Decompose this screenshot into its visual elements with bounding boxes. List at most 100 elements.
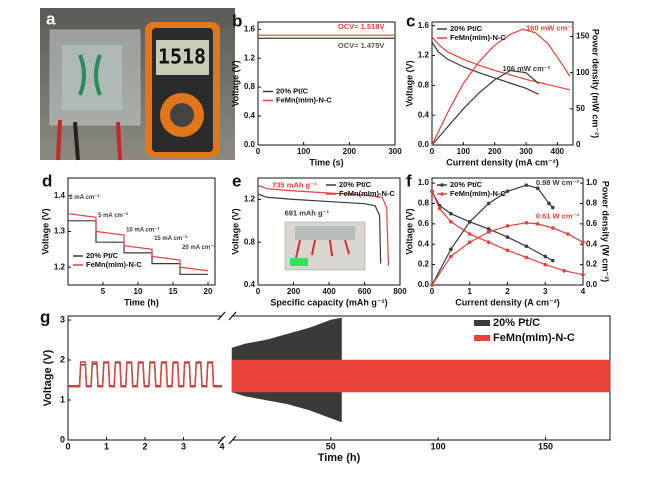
y-tick-label: 1.6 bbox=[244, 24, 256, 33]
annotation: 106 mW cm⁻² bbox=[503, 64, 551, 73]
point bbox=[486, 201, 491, 206]
legend-label: 20% Pt/C bbox=[276, 86, 309, 95]
x-tick-label: 800 bbox=[393, 287, 407, 296]
y-tick-label: 0.0 bbox=[244, 140, 256, 149]
legend-label: 20% Pt/C bbox=[86, 251, 119, 260]
point bbox=[535, 186, 540, 190]
annotation: 20 mA cm⁻² bbox=[182, 244, 215, 251]
x-axis-label: Specific capacity (mAh g⁻¹) bbox=[270, 297, 387, 307]
y-axis-label: Voltage (V) bbox=[230, 60, 240, 106]
y-tick-label: 3 bbox=[60, 314, 65, 324]
panel-label: c bbox=[406, 11, 415, 30]
series-line bbox=[431, 222, 584, 286]
point bbox=[562, 268, 566, 273]
point bbox=[551, 258, 555, 263]
y-tick-label: 1.2 bbox=[244, 195, 256, 204]
chart: 0 1 2 3 0 1 2 3 4 50 100 150 g Time (h) Voltage (V) 20%… bbox=[40, 307, 611, 464]
point bbox=[524, 255, 529, 260]
y-tick-label: 0.0 bbox=[418, 280, 430, 289]
point bbox=[547, 201, 551, 206]
break-gap bbox=[221, 313, 233, 443]
y2-axis-label: Power density (mW cm⁻²) bbox=[591, 29, 601, 138]
chart: 1.2 1.3 1.4 5 10 15 20 d Time (h) Voltage (V) 2 mA… bbox=[40, 171, 216, 307]
y2-tick-label: 150 bbox=[576, 32, 590, 41]
y-tick-label: 2 bbox=[60, 354, 65, 364]
x-axis-label: Current density (A cm⁻²) bbox=[455, 297, 559, 307]
x-tick-label: 20 bbox=[204, 287, 213, 296]
point bbox=[505, 224, 510, 228]
y-axis-label: Voltage (V) bbox=[42, 349, 54, 406]
x-axis-label: Current density (mA cm⁻²) bbox=[446, 157, 558, 167]
y2-axis-label: Power density (W cm⁻²) bbox=[601, 181, 611, 282]
y-tick-label: 1.6 bbox=[418, 21, 430, 30]
point bbox=[581, 240, 585, 244]
series-line bbox=[431, 36, 571, 91]
point bbox=[437, 206, 442, 211]
y-axis-label: Voltage (V) bbox=[404, 208, 414, 254]
legend-marker bbox=[440, 192, 444, 196]
y2-tick-label: 50 bbox=[576, 104, 585, 113]
legend-label: FeMn(mIm)-N-C bbox=[339, 189, 395, 198]
point bbox=[581, 273, 585, 277]
annotation: 0.61 W cm⁻² bbox=[536, 212, 580, 221]
y-tick-label: 1.3 bbox=[54, 227, 66, 236]
legend-label: FeMn(mIm)-N-C bbox=[450, 189, 506, 198]
y-tick-label: 0.4 bbox=[244, 280, 256, 289]
chart: 0.0 0.4 0.8 1.2 1.6 0 50 100 150 0 100 200 300 400 c Cu… bbox=[404, 11, 600, 167]
annotation: 15 mA cm⁻² bbox=[154, 235, 187, 242]
y-tick-label: 1.2 bbox=[244, 53, 256, 62]
y-tick-label: 1.0 bbox=[418, 178, 430, 187]
panel-label: d bbox=[42, 171, 52, 190]
series-line bbox=[67, 213, 209, 272]
y2-tick-label: 0.4 bbox=[586, 239, 598, 248]
chart: 0.0 0.2 0.4 0.6 0.8 1.0 0.0 0.2 0.4 0.6 0.8 1.0 0 1 2 3… bbox=[404, 171, 610, 307]
series-line bbox=[431, 69, 539, 146]
panel-label: e bbox=[232, 171, 241, 190]
y-tick-label: 1.2 bbox=[54, 262, 66, 271]
point bbox=[486, 227, 491, 231]
y2-tick-label: 0.8 bbox=[586, 199, 598, 208]
x-tick-label: 200 bbox=[343, 147, 357, 156]
y-tick-label: 0.8 bbox=[418, 80, 430, 89]
x-tick-label: 1 bbox=[104, 441, 109, 451]
panel-label: a bbox=[46, 9, 56, 28]
series-line bbox=[431, 28, 571, 146]
annotation: OCV= 1.518V bbox=[338, 22, 385, 31]
y2-tick-label: 0.0 bbox=[586, 280, 598, 289]
axis-break bbox=[228, 435, 237, 445]
point bbox=[467, 232, 472, 236]
annotation: 0.98 W cm⁻² bbox=[536, 178, 580, 187]
plot-frame bbox=[431, 21, 574, 146]
chart: 0.0 0.4 0.8 1.2 1.6 0 100 200 300 b Time (s) Voltag… bbox=[230, 11, 402, 167]
x-tick-label: 200 bbox=[488, 147, 502, 156]
point bbox=[430, 189, 434, 194]
x-axis-label: Time (h) bbox=[318, 452, 361, 464]
y-tick-label: 0.4 bbox=[244, 111, 256, 120]
x2-tick-label: 150 bbox=[538, 441, 553, 451]
point bbox=[524, 221, 529, 225]
legend-label: FeMn(mIm)-N-C bbox=[86, 260, 142, 269]
x-tick-label: 0 bbox=[256, 147, 261, 156]
x-tick-label: 3 bbox=[181, 441, 186, 451]
y2-tick-label: 100 bbox=[576, 68, 590, 77]
x-tick-label: 300 bbox=[388, 147, 402, 156]
point bbox=[486, 240, 491, 244]
y2-tick-label: 0.2 bbox=[586, 260, 598, 269]
axis-break bbox=[228, 311, 237, 321]
point bbox=[543, 262, 548, 267]
series-line bbox=[431, 41, 539, 95]
legend-label: FeMn(mIm)-N-C bbox=[450, 33, 506, 42]
annotation: 2 mA cm⁻² bbox=[69, 194, 99, 201]
series-line bbox=[431, 191, 584, 276]
x-tick-label: 2 bbox=[505, 287, 510, 296]
legend-label: FeMn(mIm)-N-C bbox=[493, 332, 575, 344]
legend-label: FeMn(mIm)-N-C bbox=[276, 95, 332, 104]
x-tick-label: 15 bbox=[169, 287, 178, 296]
panel-label: b bbox=[232, 11, 242, 30]
y-tick-label: 0 bbox=[60, 434, 65, 444]
point bbox=[430, 283, 434, 287]
series-line bbox=[257, 184, 390, 266]
x2-tick-label: 50 bbox=[326, 441, 336, 451]
inset-photo-e bbox=[284, 221, 366, 271]
x-tick-label: 100 bbox=[457, 147, 471, 156]
